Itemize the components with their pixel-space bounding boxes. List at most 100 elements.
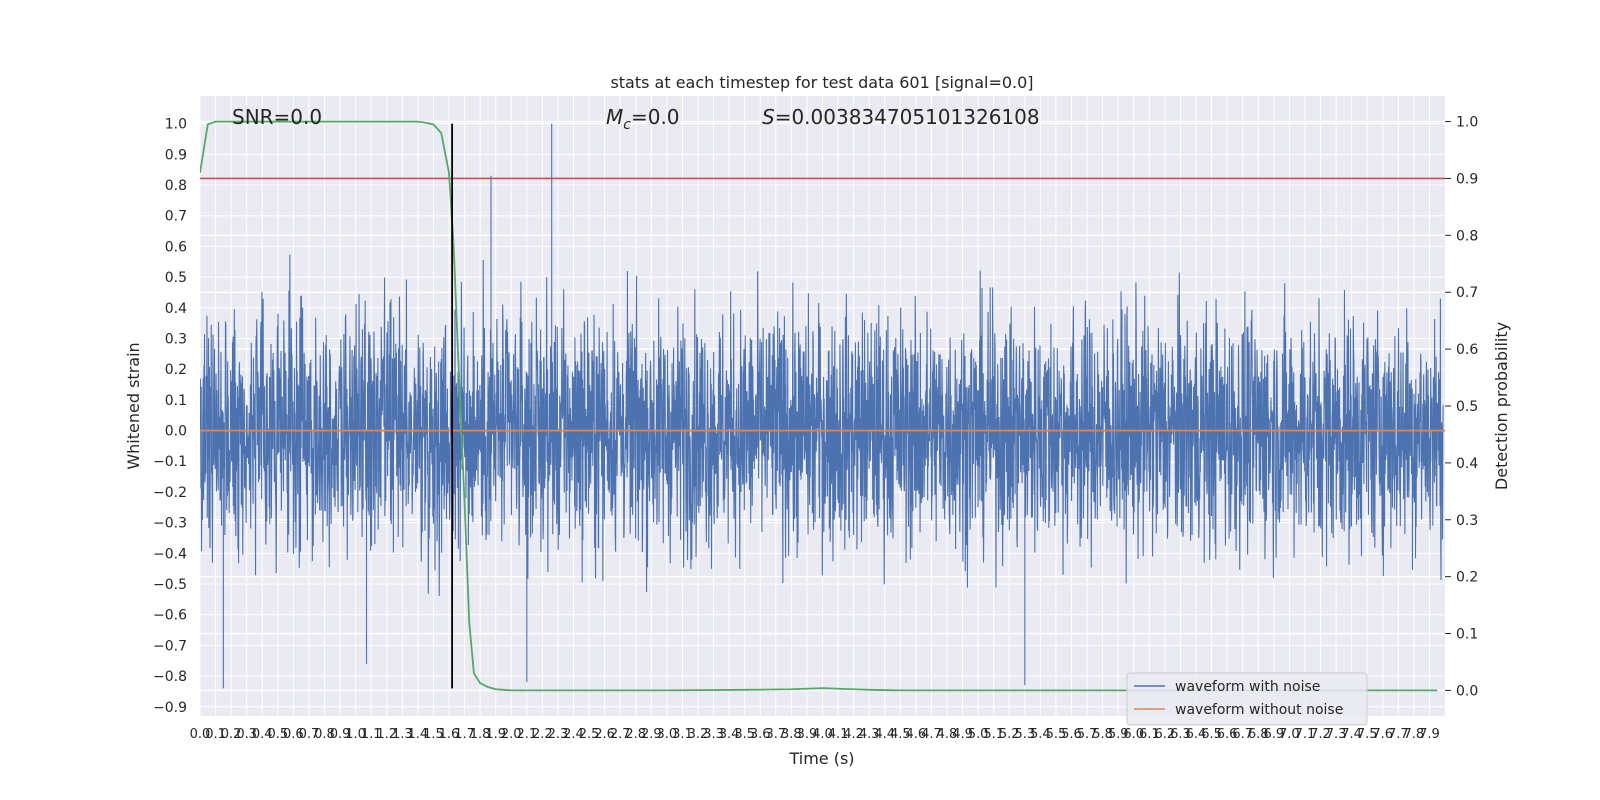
y2-tick-label: 0.8: [1456, 228, 1478, 244]
y-tick-labels: 1.0 0.9 0.8 0.7 0.6 0.5 0.4 0.3 0.2 0.1 0.0 −0.1 −0.…: [153, 117, 187, 716]
x-tick-label: 4.6: [906, 727, 927, 742]
x-tick-label: 2.9: [641, 727, 662, 742]
y2-tick-label: 0.2: [1456, 570, 1478, 586]
x-tick-label: 6.2: [1155, 727, 1176, 742]
x-tick-label: 3.3: [703, 727, 724, 742]
y-tick-label: 0.6: [165, 239, 187, 255]
x-tick-label: 2.8: [625, 727, 646, 742]
x-tick-label: 1.3: [392, 727, 413, 742]
x-tick-label: 3.0: [657, 727, 678, 742]
y-tick-label: 0.1: [165, 393, 187, 409]
x-tick-label: 0.2: [221, 727, 242, 742]
x-tick-label: 1.0: [345, 727, 366, 742]
x-tick-label: 1.6: [439, 727, 460, 742]
x-tick-label: 6.1: [1139, 727, 1160, 742]
x-tick-label: 7.5: [1357, 727, 1378, 742]
x-tick-label: 0.5: [267, 727, 288, 742]
s-symbol: S: [762, 105, 775, 129]
x-tick-label: 6.9: [1263, 727, 1284, 742]
y2-tick-label: 1.0: [1456, 115, 1478, 131]
x-tick-label: 4.0: [812, 727, 833, 742]
series-waveform-with-noise: [200, 123, 1444, 689]
x-tick-label: 5.8: [1092, 727, 1113, 742]
s-annotation: S=0.003834705101326108: [762, 105, 1040, 129]
x-tick-label: 2.3: [548, 727, 569, 742]
x-tick-label: 5.6: [1061, 727, 1082, 742]
x-tick-label: 0.8: [314, 727, 335, 742]
x-tick-label: 4.2: [843, 727, 864, 742]
x-tick-label: 7.3: [1326, 727, 1347, 742]
s-value: =0.003834705101326108: [775, 105, 1040, 129]
y-tick-label: 0.5: [165, 270, 187, 286]
x-axis-label: Time (s): [788, 749, 854, 768]
x-tick-label: 5.0: [968, 727, 989, 742]
x-tick-label: 7.4: [1341, 727, 1362, 742]
y2-tick-label: 0.4: [1456, 456, 1478, 472]
y-tick-label: 0.0: [165, 424, 187, 440]
x-tick-label: 4.9: [952, 727, 973, 742]
y-tick-label: 0.2: [165, 362, 187, 378]
y-tick-label: 0.3: [165, 331, 187, 347]
x-tick-label: 2.7: [610, 727, 631, 742]
x-tick-label: 1.7: [454, 727, 475, 742]
x-tick-label: 1.9: [485, 727, 506, 742]
x-tick-label: 7.0: [1279, 727, 1300, 742]
y2-tick-label: 0.9: [1456, 171, 1478, 187]
x-tick-label: 5.2: [999, 727, 1020, 742]
x-tick-labels: 0.00.10.20.30.40.50.60.70.80.91.01.11.21…: [190, 727, 1440, 742]
x-tick-label: 6.4: [1186, 727, 1207, 742]
x-tick-label: 7.7: [1388, 727, 1409, 742]
x-tick-label: 1.1: [361, 727, 382, 742]
x-tick-label: 3.1: [672, 727, 693, 742]
y2-tick-label: 0.0: [1456, 683, 1478, 699]
x-tick-label: 4.3: [859, 727, 880, 742]
x-tick-label: 7.6: [1372, 727, 1393, 742]
x-tick-label: 4.8: [937, 727, 958, 742]
y-tick-label: −0.4: [153, 546, 187, 562]
y-tick-label: −0.3: [153, 516, 187, 532]
x-tick-label: 5.7: [1077, 727, 1098, 742]
x-tick-label: 7.1: [1295, 727, 1316, 742]
y2-tick-label: 0.3: [1456, 513, 1478, 529]
y2-tick-labels: 1.0 0.9 0.8 0.7 0.6 0.5 0.4 0.3 0.2 0.1 0.0: [1445, 115, 1478, 699]
x-tick-label: 0.0: [190, 727, 211, 742]
x-tick-label: 7.9: [1419, 727, 1440, 742]
x-tick-label: 3.9: [797, 727, 818, 742]
y-tick-label: −0.7: [153, 638, 187, 654]
x-tick-label: 2.6: [594, 727, 615, 742]
x-tick-label: 6.3: [1170, 727, 1191, 742]
x-tick-label: 2.4: [563, 727, 584, 742]
x-tick-label: 0.6: [283, 727, 304, 742]
y2-tick-label: 0.1: [1456, 627, 1478, 643]
mc-value: =0.0: [631, 105, 680, 129]
y-tick-label: −0.5: [153, 577, 187, 593]
x-tick-label: 4.7: [921, 727, 942, 742]
y2-axis-label: Detection probability: [1492, 322, 1511, 490]
mc-symbol: M: [606, 105, 623, 129]
legend: waveform with noise waveform without noi…: [1126, 672, 1368, 726]
y2-tick-label: 0.6: [1456, 342, 1478, 358]
x-tick-label: 6.0: [1123, 727, 1144, 742]
x-tick-label: 6.6: [1217, 727, 1238, 742]
x-tick-label: 2.0: [501, 727, 522, 742]
x-tick-label: 1.5: [423, 727, 444, 742]
x-tick-label: 3.2: [688, 727, 709, 742]
y-tick-label: 1.0: [165, 117, 187, 133]
x-tick-label: 6.8: [1248, 727, 1269, 742]
legend-label-clean: waveform without noise: [1175, 702, 1343, 718]
y-tick-label: 0.8: [165, 178, 187, 194]
x-tick-label: 4.4: [874, 727, 895, 742]
x-tick-label: 5.4: [1030, 727, 1051, 742]
x-tick-label: 2.2: [532, 727, 553, 742]
series-detection-probability: [200, 120, 1438, 692]
x-tick-label: 1.2: [376, 727, 397, 742]
x-tick-label: 3.6: [750, 727, 771, 742]
legend-box: [1126, 672, 1368, 726]
chart-title: stats at each timestep for test data 601…: [610, 73, 1033, 92]
y-tick-label: −0.2: [153, 485, 187, 501]
snr-annotation: SNR=0.0: [232, 105, 322, 129]
y-axis-label: Whitened strain: [124, 342, 143, 469]
x-tick-label: 3.4: [719, 727, 740, 742]
x-tick-label: 0.4: [252, 727, 273, 742]
